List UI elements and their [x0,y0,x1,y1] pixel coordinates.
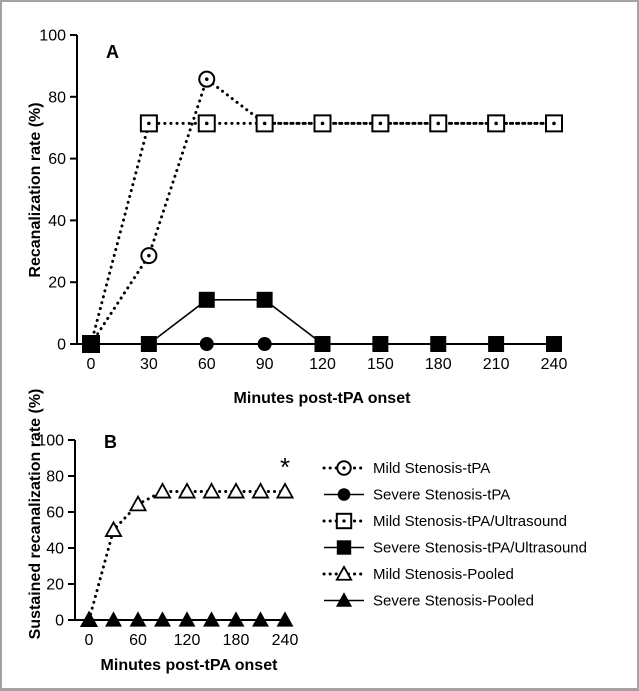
legend-label: Mild Stenosis-Pooled [373,566,514,583]
legend-label: Mild Stenosis-tPA [373,460,490,477]
legend-marker [338,488,351,501]
series-line-mild-stenosis-pooled [89,491,285,620]
panel-a: A Recanalization rate (%) Minutes post-t… [27,28,567,408]
data-point-mild-stenosis-tpa [199,72,214,87]
data-point-severe-stenosis-tpa [200,337,214,351]
data-point-severe-stenosis-tpa-ultrasound [83,336,99,352]
panel-a-y-tick-label: 20 [48,275,66,292]
data-point-severe-stenosis-tpa-ultrasound [372,336,388,352]
data-point-mild-stenosis-pooled [130,497,145,511]
panel-a-x-axis-title: Minutes post-tPA onset [234,390,412,407]
data-point-severe-stenosis-tpa-ultrasound [315,336,331,352]
legend-marker [337,540,351,554]
panel-a-x-tick-label: 150 [367,356,394,373]
legend-label: Severe Stenosis-tPA/Ultrasound [373,540,587,557]
panel-b-y-tick-label: 80 [46,469,64,486]
panel-b-y-tick-label: 40 [46,541,64,558]
data-point-mild-stenosis-tpa-ultrasound [315,115,331,131]
panel-b-x-tick-label: 180 [223,632,250,649]
data-point-severe-stenosis-tpa-ultrasound [199,292,215,308]
panel-b-y-tick-label: 100 [37,433,64,450]
panel-b: B Sustained recanalization rate (%) Minu… [27,389,298,674]
legend-label: Severe Stenosis-tPA [373,487,510,504]
panel-a-x-tick-label: 210 [483,356,510,373]
data-point-severe-stenosis-tpa [258,337,272,351]
legend: Mild Stenosis-tPA Severe Stenosis-tPA Mild… [324,460,587,610]
panel-b-x-axis-title: Minutes post-tPA onset [101,657,279,674]
series-line-mild-stenosis-tpa-ultrasound [91,123,554,344]
data-point-mild-stenosis-pooled [155,484,170,498]
panel-a-y-tick-label: 0 [57,337,66,354]
legend-label: Mild Stenosis-tPA/Ultrasound [373,513,567,530]
legend-item: Mild Stenosis-tPA [324,460,490,477]
panel-a-x-tick-label: 60 [198,356,216,373]
legend-item: Mild Stenosis-tPA/Ultrasound [324,513,567,530]
panel-b-x-tick-label: 120 [174,632,201,649]
panel-a-y-axis-title: Recanalization rate (%) [27,102,44,277]
panel-a-y-tick-label: 80 [48,89,66,106]
legend-item: Severe Stenosis-tPA/Ultrasound [324,540,587,557]
data-point-mild-stenosis-tpa-ultrasound [199,115,215,131]
panel-a-y-tick-label: 100 [39,28,66,45]
legend-marker [337,461,351,475]
data-point-severe-stenosis-tpa-ultrasound [430,336,446,352]
panel-a-label: A [106,42,119,62]
significance-asterisk: * [280,452,290,482]
panel-b-y-tick-label: 60 [46,505,64,522]
data-point-severe-stenosis-tpa-ultrasound [141,336,157,352]
panel-b-x-tick-label: 0 [85,632,94,649]
legend-marker [337,514,351,528]
data-point-mild-stenosis-tpa-ultrasound [372,115,388,131]
data-point-mild-stenosis-tpa-ultrasound [257,115,273,131]
panel-a-x-tick-label: 180 [425,356,452,373]
panel-b-y-axis-title: Sustained recanalization rate (%) [27,389,44,640]
panel-b-y-tick-label: 0 [55,613,64,630]
data-point-mild-stenosis-tpa-ultrasound [546,115,562,131]
data-point-mild-stenosis-pooled [106,522,121,536]
legend-label: Severe Stenosis-Pooled [373,593,534,610]
panel-a-x-tick-label: 240 [541,356,568,373]
panel-a-x-tick-label: 90 [256,356,274,373]
data-point-severe-stenosis-tpa-ultrasound [488,336,504,352]
legend-item: Severe Stenosis-Pooled [324,593,534,610]
panel-b-x-tick-label: 60 [129,632,147,649]
panel-a-y-tick-label: 60 [48,151,66,168]
legend-item: Severe Stenosis-tPA [324,487,510,504]
data-point-severe-stenosis-tpa-ultrasound [257,292,273,308]
panel-a-x-tick-label: 30 [140,356,158,373]
panel-a-x-tick-label: 120 [309,356,336,373]
panel-a-x-tick-label: 0 [87,356,96,373]
legend-item: Mild Stenosis-Pooled [324,566,514,583]
data-point-mild-stenosis-tpa-ultrasound [430,115,446,131]
data-point-severe-stenosis-tpa-ultrasound [546,336,562,352]
panel-b-label: B [104,432,117,452]
panel-a-y-tick-label: 40 [48,213,66,230]
panel-b-x-tick-label: 240 [272,632,299,649]
data-point-mild-stenosis-tpa-ultrasound [141,115,157,131]
panel-b-y-tick-label: 20 [46,577,64,594]
data-point-mild-stenosis-tpa-ultrasound [488,115,504,131]
data-point-mild-stenosis-tpa [141,248,156,263]
